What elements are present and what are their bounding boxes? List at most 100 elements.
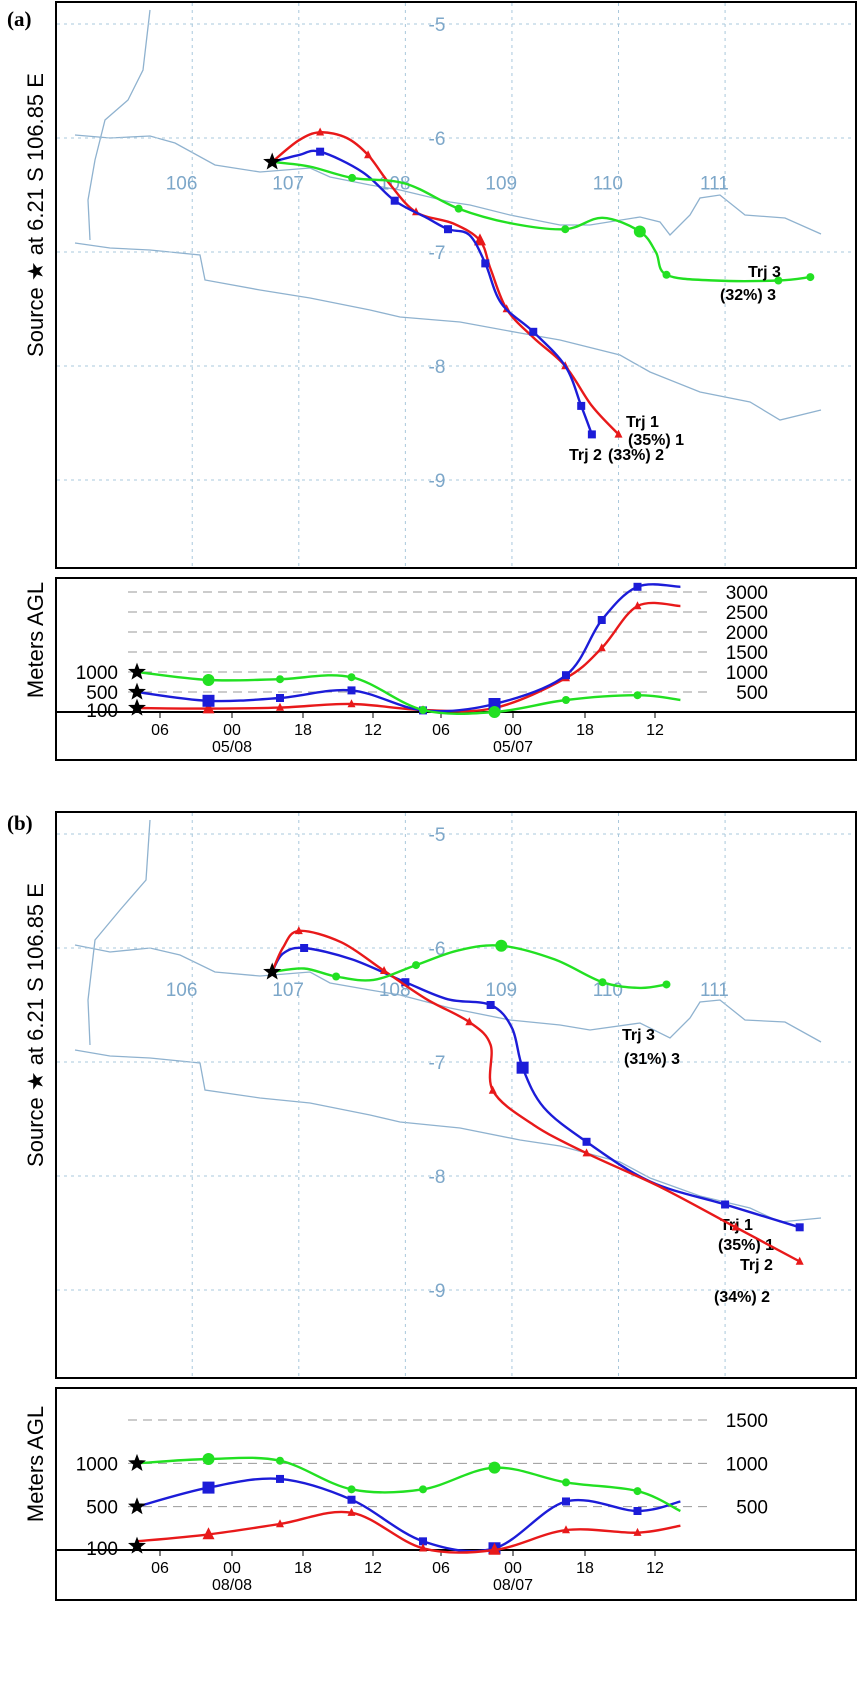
trajectory-marker [348, 173, 357, 182]
time-tick-label: 06 [151, 722, 169, 739]
height-marker [202, 701, 215, 714]
trajectory-name: Trj 2 [569, 447, 602, 464]
time-tick-label: 12 [364, 722, 382, 739]
time-tick-label: 00 [223, 1560, 241, 1577]
time-tick-label: 12 [646, 1560, 664, 1577]
trajectory-marker [390, 196, 399, 205]
height-line-2 [136, 583, 681, 713]
height-marker [202, 694, 215, 707]
panel-label: (a) [7, 7, 32, 31]
height-marker [633, 1507, 642, 1515]
lon-tick-label: 107 [272, 980, 304, 1001]
trajectory-marker [795, 1223, 804, 1232]
trajectory-marker [465, 1017, 474, 1026]
lon-tick-label: 106 [166, 173, 198, 194]
height-marker [347, 699, 356, 708]
height-marker [276, 1474, 284, 1483]
time-tick-label: 12 [364, 1560, 382, 1577]
trajectory-marker [316, 147, 325, 156]
time-tick-label: 00 [223, 722, 241, 739]
height-tick-right: 500 [736, 683, 768, 704]
coastline [74, 242, 822, 421]
height-marker [347, 673, 356, 682]
trajectory-marker [662, 270, 671, 279]
height-marker [419, 1485, 427, 1494]
map-frame [55, 1, 857, 569]
height-line-2 [136, 1510, 681, 1554]
time-tick-label: 06 [151, 1560, 169, 1577]
trajectory-marker [444, 225, 452, 234]
height-marker [633, 582, 642, 591]
map-ylabel: Source ★ at 6.21 S 106.85 E [23, 73, 48, 357]
height-tick-right: 2000 [726, 623, 768, 644]
height-frame [55, 577, 857, 761]
trajectory-line-1 [271, 131, 620, 436]
height-tick-left: 100 [86, 1539, 118, 1560]
trajectory-marker [774, 276, 783, 285]
start-height-star [128, 1497, 146, 1515]
trajectory-marker [587, 430, 596, 439]
height-marker [347, 1485, 356, 1494]
height-marker [276, 675, 284, 684]
height-line-1 [136, 1477, 681, 1553]
time-date-label: 05/07 [493, 739, 533, 756]
trajectory-marker [488, 1085, 497, 1094]
height-marker [562, 696, 570, 704]
lon-tick-label: 109 [485, 173, 517, 194]
trajectory-marker [598, 978, 607, 987]
trajectory-marker [516, 1061, 529, 1074]
trajectory-line-2 [271, 929, 801, 1263]
trajectory-marker [577, 401, 586, 410]
map-ylabel: Source ★ at 6.21 S 106.85 E [23, 883, 48, 1167]
trajectory-name: Trj 2 [740, 1257, 773, 1274]
height-tick-left: 100 [86, 701, 118, 722]
coastline [87, 9, 151, 241]
coastline [74, 134, 822, 236]
trajectory-marker [662, 980, 671, 989]
coastline [74, 1049, 822, 1223]
trajectory-marker [495, 939, 508, 952]
trajectory-marker [721, 1200, 730, 1209]
height-marker [347, 1507, 356, 1516]
height-marker [562, 1478, 570, 1487]
trajectory-marker [561, 225, 570, 234]
height-marker [202, 1481, 215, 1494]
trajectory-percent: (32%) 3 [720, 287, 776, 304]
height-tick-left: 500 [86, 1498, 118, 1519]
start-height-star [128, 662, 146, 680]
trajectory-marker [806, 273, 815, 282]
height-tick-right: 1500 [726, 643, 768, 664]
height-marker [419, 1543, 427, 1552]
lon-tick-label: 111 [700, 173, 729, 194]
height-marker [276, 1519, 284, 1528]
time-tick-label: 18 [294, 722, 312, 739]
trajectory-marker [300, 944, 309, 952]
trajectory-percent: (34%) 2 [714, 1289, 770, 1306]
start-height-star [128, 1453, 146, 1471]
height-tick-right: 1000 [726, 663, 768, 684]
trajectory-percent: (35%) 1 [718, 1237, 774, 1254]
height-tick-left: 500 [86, 683, 118, 704]
trajectory-marker [614, 429, 623, 438]
height-marker [633, 1487, 642, 1496]
height-marker [419, 706, 427, 714]
height-marker [347, 686, 356, 695]
trajectory-marker [454, 204, 463, 213]
trajectory-marker [582, 1137, 591, 1146]
lon-tick-label: 110 [593, 173, 623, 194]
trajectory-name: Trj 1 [626, 414, 659, 431]
coastline [87, 819, 151, 1046]
height-marker [202, 1453, 215, 1465]
time-date-label: 08/07 [493, 1577, 533, 1594]
height-marker [633, 601, 642, 610]
height-tick-right: 1500 [726, 1411, 768, 1432]
height-marker [633, 1527, 642, 1536]
lat-tick-label: -9 [429, 471, 446, 492]
trajectory-marker [486, 1001, 495, 1009]
lat-tick-label: -8 [429, 357, 446, 378]
time-tick-label: 18 [294, 1560, 312, 1577]
height-marker [597, 643, 606, 652]
height-frame [55, 1387, 857, 1601]
